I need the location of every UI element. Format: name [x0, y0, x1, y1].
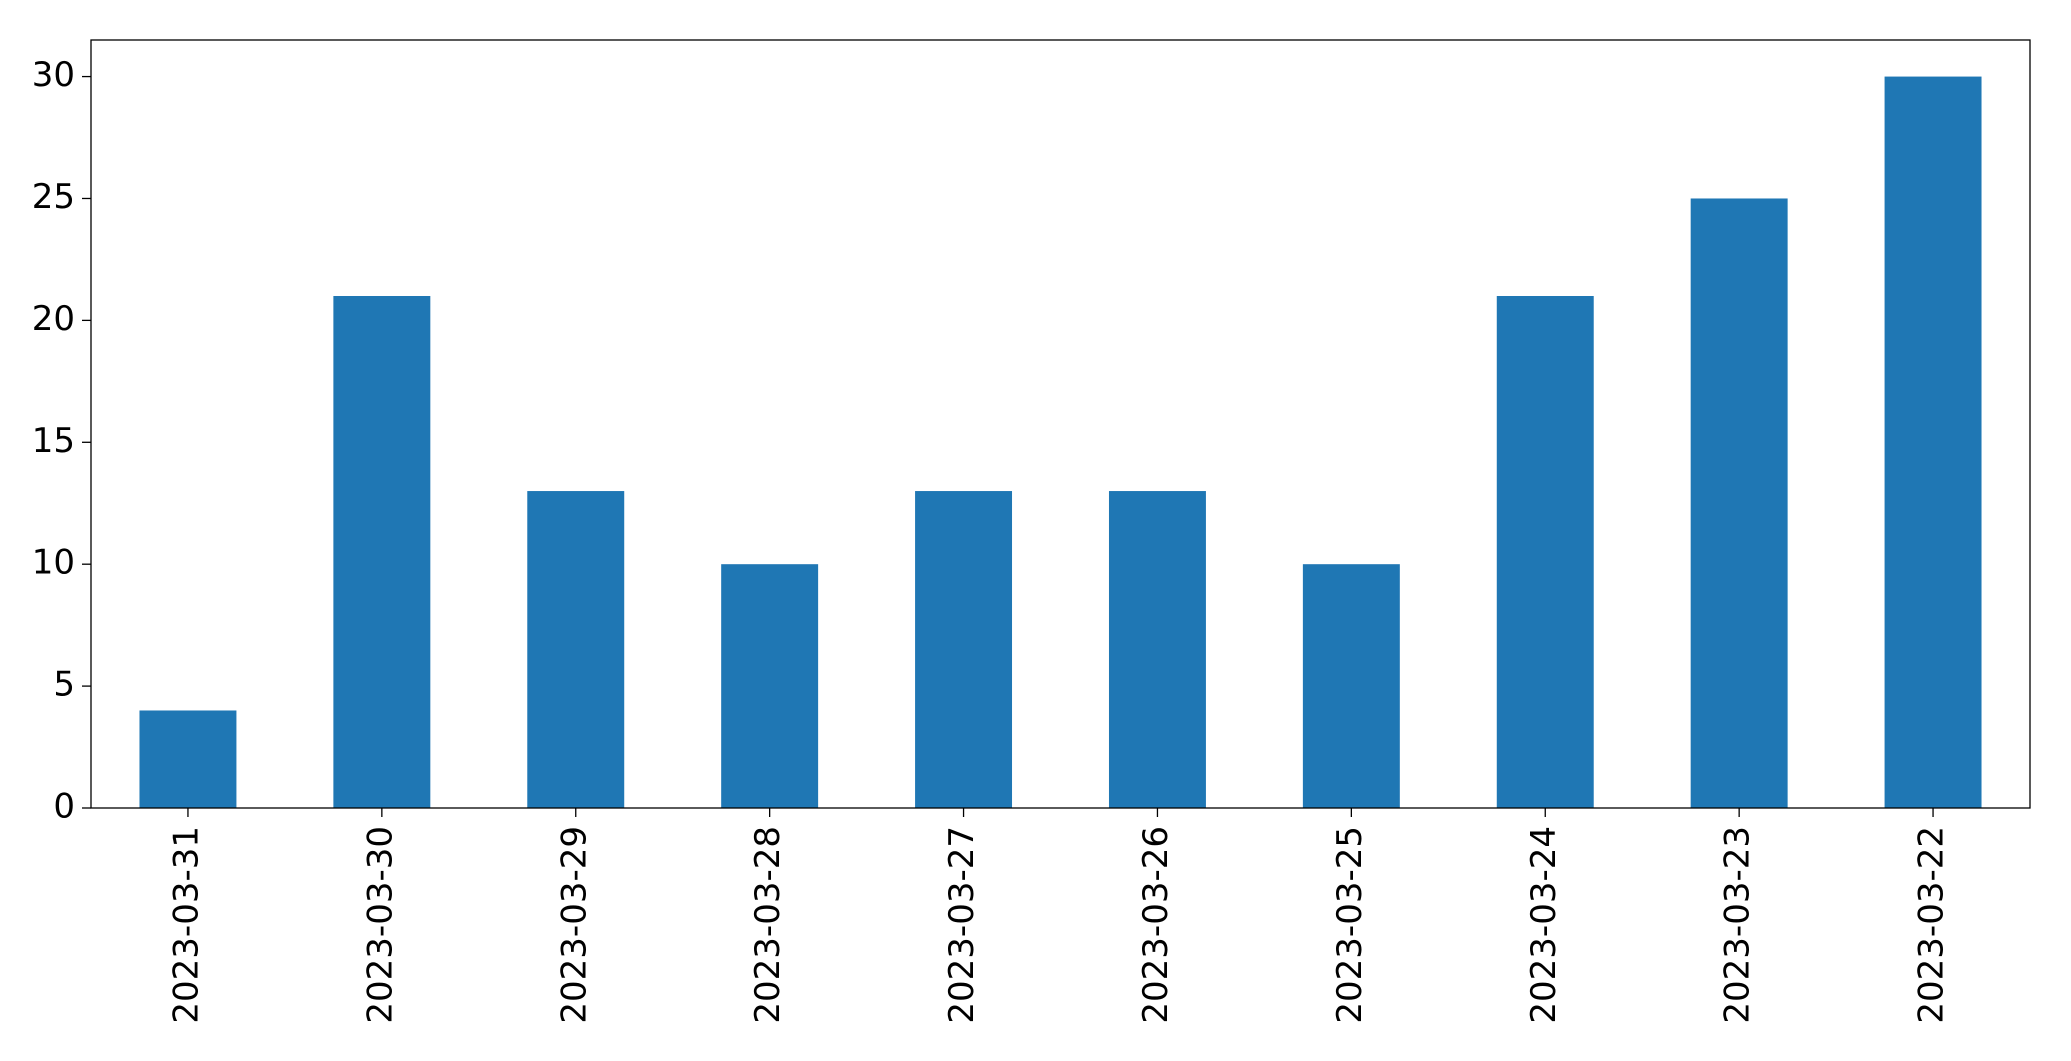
- bar: [1884, 76, 1982, 809]
- y-tick-label: 30: [32, 55, 75, 95]
- bar: [1690, 198, 1788, 808]
- bar: [915, 491, 1013, 808]
- y-tick-label: 25: [32, 177, 75, 217]
- bar: [139, 710, 237, 808]
- y-tick-label: 15: [32, 421, 75, 461]
- bar: [1108, 491, 1206, 808]
- y-tick-label: 10: [32, 543, 75, 583]
- bar: [1302, 564, 1400, 808]
- x-tick-label: 2023-03-28: [748, 826, 788, 1024]
- y-tick-label: 5: [53, 665, 75, 705]
- bar: [1496, 296, 1594, 808]
- y-tick-label: 0: [53, 787, 75, 827]
- plot-frame: [90, 39, 2031, 809]
- x-tick-label: 2023-03-23: [1718, 826, 1758, 1024]
- y-tick-label: 20: [32, 299, 75, 339]
- bar: [721, 564, 819, 808]
- bar: [333, 296, 431, 808]
- bar: [527, 491, 625, 808]
- x-tick-label: 2023-03-24: [1524, 826, 1564, 1024]
- x-tick-label: 2023-03-25: [1330, 826, 1370, 1024]
- x-tick-label: 2023-03-31: [166, 826, 206, 1024]
- x-tick-label: 2023-03-22: [1912, 826, 1952, 1024]
- x-tick-label: 2023-03-29: [554, 826, 594, 1024]
- x-tick-label: 2023-03-26: [1136, 826, 1176, 1024]
- x-tick-label: 2023-03-27: [942, 826, 982, 1024]
- x-tick-label: 2023-03-30: [360, 826, 400, 1024]
